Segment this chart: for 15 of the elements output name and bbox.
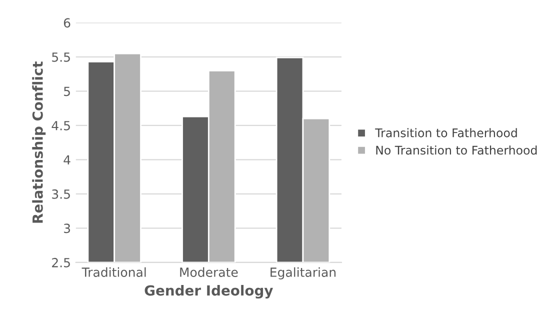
y-tick-label: 2.5 [52,258,70,268]
y-tick-label: 5.5 [52,52,70,62]
x-tick-label: Traditional [82,267,146,277]
y-tick-label: 4 [64,155,70,164]
y-tick-label: 3 [64,224,70,234]
y-tick-label: 3.5 [52,189,70,199]
x-tick-label: Moderate [180,267,238,277]
legend-label: Transition to Fatherhood [375,128,517,138]
y-tick-label: 4.5 [52,121,70,130]
y-tick-label: 5 [64,86,70,96]
y-axis-title: Relationship Conflict [32,61,46,223]
x-axis-title: Gender Ideology [144,284,273,299]
y-tick-label: 6 [64,18,70,28]
x-tick-label: Egalitarian [270,267,336,280]
legend-label: No Transition to Fatherhood [376,146,537,155]
